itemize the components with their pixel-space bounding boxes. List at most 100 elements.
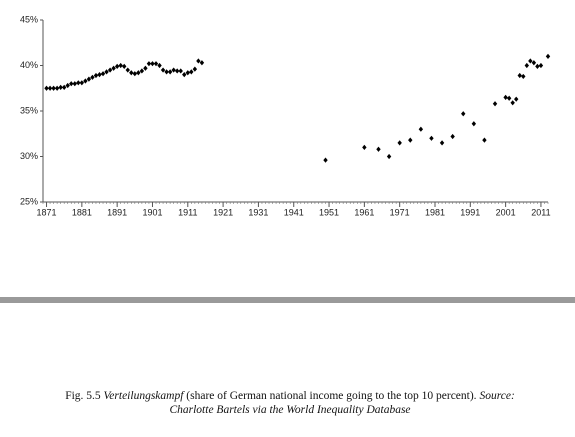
point — [143, 65, 148, 71]
point — [72, 81, 77, 87]
point — [167, 69, 173, 75]
point — [545, 53, 551, 59]
x-tick-label: 1881 — [72, 207, 92, 217]
point — [386, 153, 392, 160]
point — [90, 74, 95, 80]
point — [397, 140, 402, 146]
point — [521, 73, 526, 80]
x-tick-label: 2011 — [531, 207, 550, 217]
point — [51, 85, 56, 91]
point — [139, 68, 145, 74]
point — [125, 67, 130, 73]
point — [76, 80, 81, 86]
point — [164, 69, 169, 75]
y-tick-label: 35% — [20, 105, 38, 115]
caption-term: Verteilungskampf — [103, 390, 184, 402]
x-tick-label: 2001 — [496, 207, 516, 217]
point — [146, 61, 152, 67]
point — [182, 72, 187, 78]
point — [492, 101, 498, 107]
separator-bar — [0, 297, 575, 303]
chart: 45% 40% 35% 30% 25%1871 1881 1891 1901 1911 1921 1… — [20, 14, 551, 217]
point — [100, 71, 106, 77]
point — [199, 60, 205, 66]
x-tick-label: 1991 — [460, 207, 480, 217]
point — [171, 67, 176, 73]
point — [189, 69, 194, 75]
point — [418, 126, 424, 132]
caption: Fig. 5.5 Verteilungskampf (share of Germ… — [20, 389, 560, 417]
point — [450, 133, 455, 140]
point — [157, 62, 162, 69]
point — [185, 70, 190, 76]
point — [132, 71, 138, 77]
point — [160, 67, 166, 73]
point — [129, 70, 134, 76]
x-tick-label: 1971 — [390, 207, 410, 217]
point — [153, 61, 159, 67]
point — [196, 58, 201, 64]
point — [471, 121, 477, 127]
caption-source: Charlotte Bartels via the World Inequali… — [169, 404, 411, 416]
point — [97, 72, 102, 78]
point — [192, 66, 198, 72]
point — [150, 61, 155, 67]
caption-text: (share of German national income going t… — [186, 390, 477, 402]
caption-label: Fig. 5.5 — [65, 390, 101, 402]
point — [178, 68, 183, 74]
y-tick-label: 40% — [20, 60, 38, 70]
point — [482, 137, 487, 143]
point — [531, 60, 537, 66]
point — [429, 135, 434, 141]
point — [524, 62, 530, 69]
point — [93, 72, 99, 79]
point — [136, 70, 141, 76]
point — [362, 144, 367, 150]
point — [104, 69, 109, 75]
point — [122, 63, 127, 70]
point — [86, 76, 92, 82]
x-tick-label: 1951 — [319, 207, 339, 217]
x-tick-label: 1911 — [178, 207, 197, 217]
point — [174, 68, 180, 74]
point — [58, 84, 63, 90]
point — [65, 82, 70, 89]
point — [44, 85, 49, 91]
point — [107, 67, 113, 73]
caption-source-label: Source: — [479, 390, 515, 402]
point — [323, 157, 328, 163]
point — [79, 80, 85, 86]
y-tick-label: 30% — [20, 151, 38, 161]
point — [118, 62, 123, 69]
point — [538, 62, 544, 69]
x-tick-label: 1931 — [248, 207, 268, 217]
point — [111, 65, 116, 71]
point — [54, 85, 60, 91]
point — [61, 84, 67, 90]
point — [517, 72, 522, 79]
point — [503, 94, 508, 100]
point — [510, 100, 515, 106]
point — [376, 146, 381, 152]
point — [69, 81, 74, 87]
point — [535, 63, 540, 70]
y-tick-label: 25% — [20, 196, 38, 206]
point — [506, 95, 512, 101]
x-tick-label: 1941 — [284, 207, 304, 217]
x-tick-label: 1981 — [425, 207, 445, 217]
point — [528, 58, 533, 64]
x-tick-label: 1921 — [213, 207, 233, 217]
point — [408, 137, 413, 143]
x-tick-label: 1961 — [354, 207, 374, 217]
point — [461, 111, 466, 117]
point — [47, 85, 53, 91]
point — [439, 140, 445, 146]
point — [83, 78, 88, 84]
y-tick-label: 45% — [20, 14, 38, 24]
x-tick-label: 1891 — [107, 207, 127, 217]
point — [514, 96, 519, 102]
x-tick-label: 1901 — [142, 207, 162, 217]
x-tick-label: 1871 — [37, 207, 57, 217]
point — [114, 63, 120, 70]
